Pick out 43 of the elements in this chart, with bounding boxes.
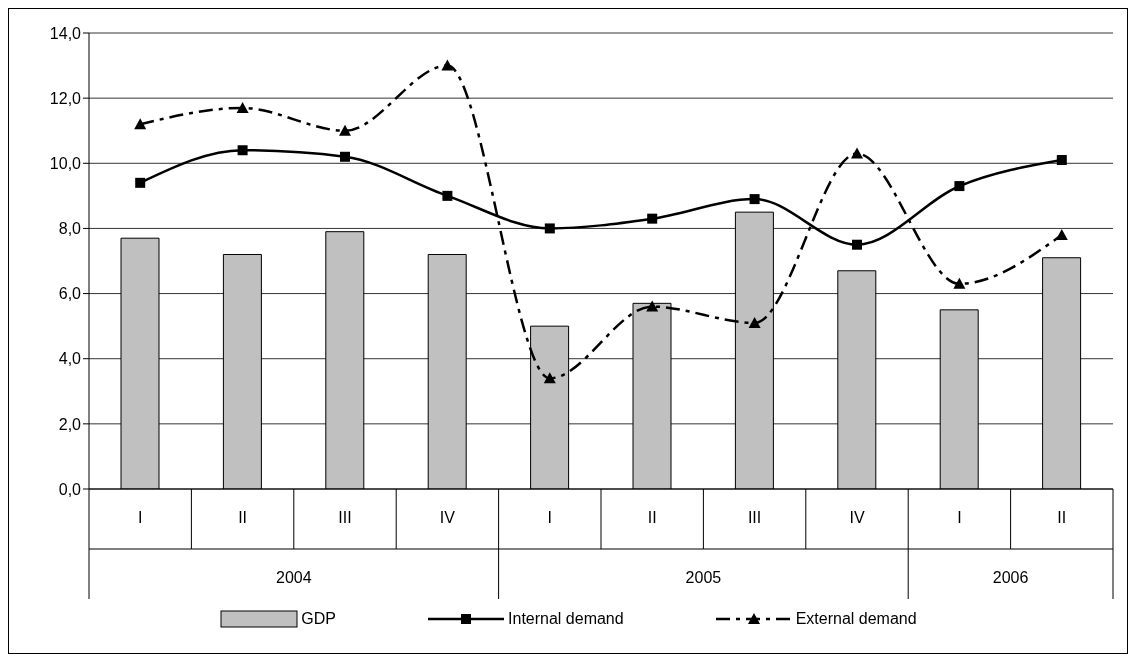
point [646,300,659,312]
point [954,181,965,192]
y-tick-label: 8,0 [58,220,82,238]
point [544,223,555,234]
y-tick-label: 6,0 [58,285,82,303]
y-tick-label: 14,0 [49,24,82,42]
point [135,177,146,188]
y-tick-label: 2,0 [58,415,82,433]
y-tick-label: 0,0 [58,480,82,498]
point [851,147,863,159]
point [852,239,862,250]
text: 2005 [685,569,722,586]
x-tick-label: II [238,509,248,526]
point [236,101,249,113]
legend-label: External demand [795,610,917,628]
x-tick-label: III [747,509,762,526]
point [441,59,454,71]
x-tick-label: I [547,509,553,526]
point [749,194,760,205]
point [340,151,350,162]
x-tick-label: IV [439,509,456,526]
point [543,372,556,384]
x-tick-label: I [137,509,143,526]
x-tick-label: II [1057,509,1067,526]
point [1056,155,1067,166]
x-tick-label: IV [849,509,865,526]
x-tick-label: III [338,509,352,526]
x-tick-label: I [957,509,962,526]
point [953,277,966,289]
legend-label: GDP [301,610,337,628]
text: 2006 [992,569,1029,586]
point [442,190,453,201]
y-tick-label: 12,0 [49,89,82,107]
y-tick-label: 4,0 [58,350,82,368]
y-tick-label: 10,0 [49,154,82,172]
point [134,118,147,130]
x-tick-label: II [647,509,657,526]
point [647,213,658,224]
legend-label: Internal demand [508,610,624,628]
point [237,145,248,156]
point [748,316,761,328]
text: 2004 [276,569,312,586]
point [339,124,351,136]
